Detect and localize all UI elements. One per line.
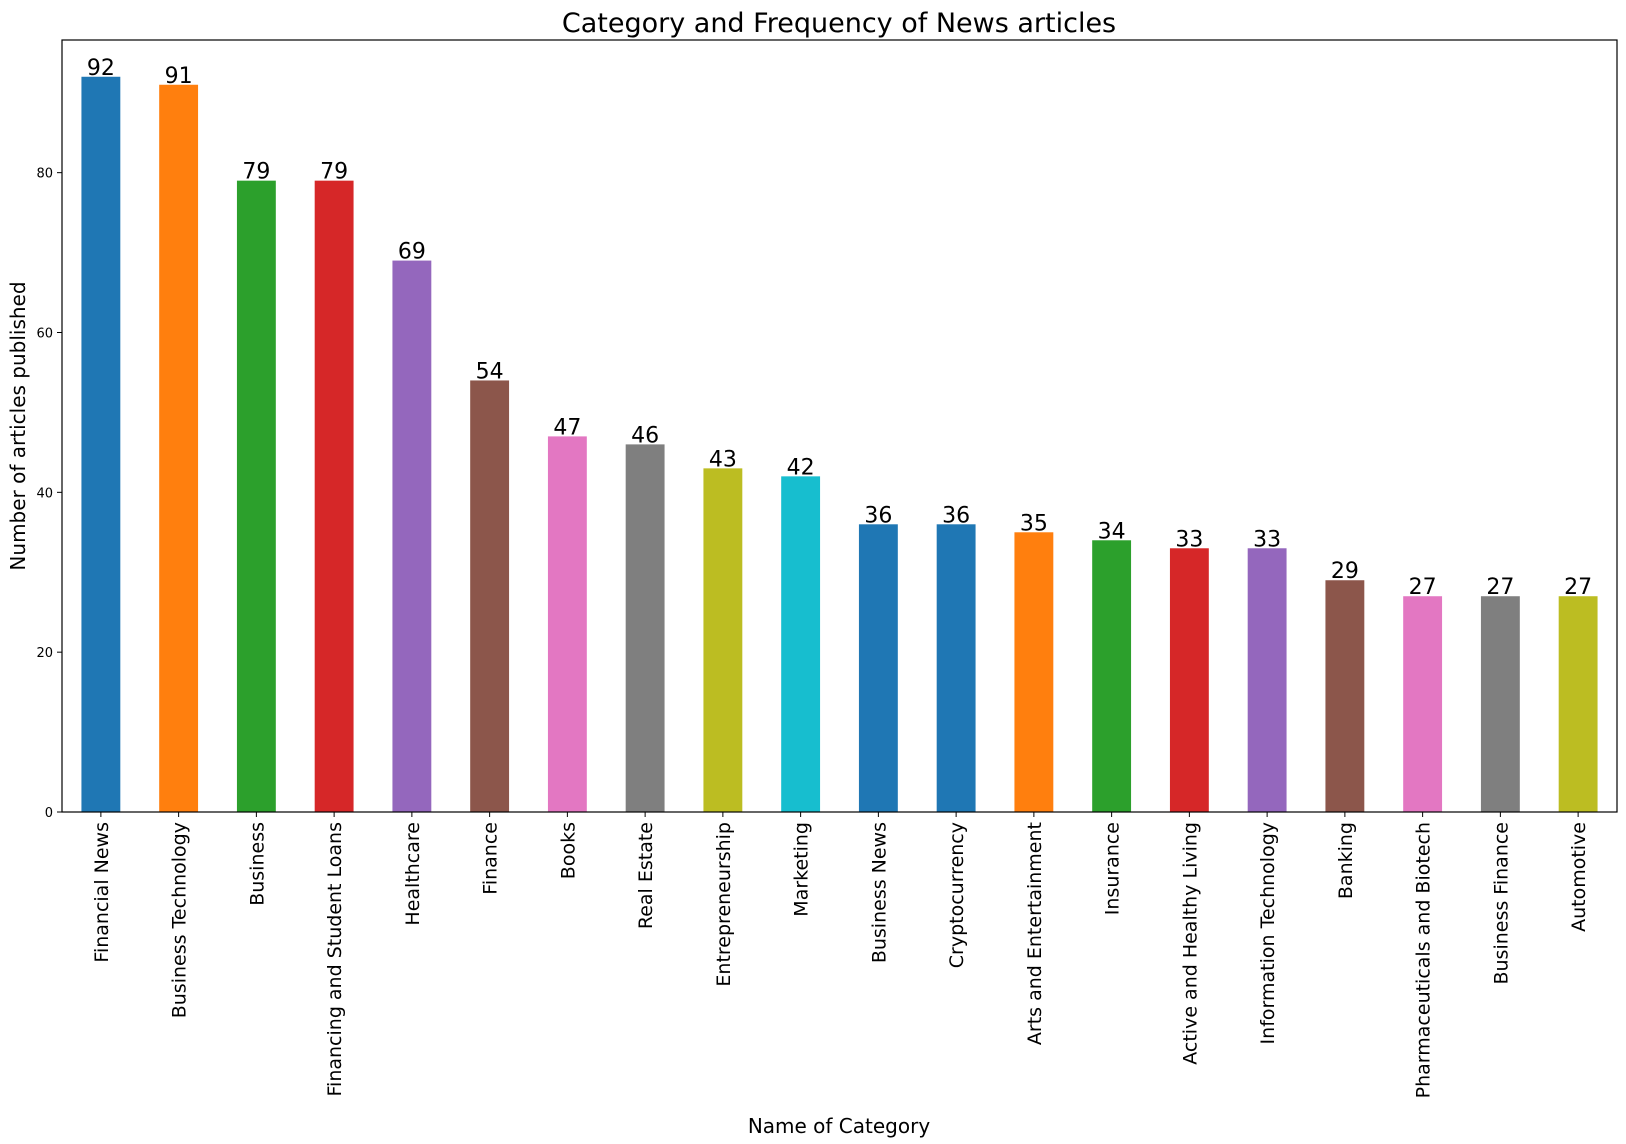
bar: [470, 380, 510, 812]
x-tick-label: Finance: [480, 822, 502, 895]
bar: [236, 180, 276, 813]
data-label: 36: [864, 503, 892, 528]
y-axis: 0 20 40 60 80: [36, 167, 62, 821]
bar: [1247, 548, 1287, 812]
data-label: 91: [165, 64, 193, 89]
data-label: 79: [320, 160, 348, 185]
x-tick-label: Healthcare: [402, 822, 424, 926]
data-label: 27: [1486, 575, 1514, 600]
x-tick-label: Active and Healthy Living: [1179, 822, 1201, 1065]
x-tick-label: Financial News: [91, 822, 113, 963]
bar: [781, 476, 821, 812]
data-label: 33: [1253, 527, 1281, 552]
x-tick-label: Banking: [1335, 822, 1357, 899]
x-axis: Financial News Business Technology Busines…: [91, 812, 1590, 1098]
x-tick-label: Business News: [868, 822, 890, 963]
bar: [1403, 596, 1443, 812]
x-tick-label: Insurance: [1102, 822, 1124, 915]
plot-frame: [61, 39, 1618, 813]
data-label: 34: [1098, 519, 1126, 544]
data-label: 54: [476, 359, 504, 384]
bar: [159, 84, 199, 813]
x-tick-label: Cryptocurrency: [946, 822, 968, 968]
y-tick-label: 80: [36, 167, 53, 182]
x-tick-label: Entrepreneurship: [713, 822, 735, 987]
y-tick-label: 0: [45, 806, 53, 821]
bar: [1325, 580, 1365, 812]
bar: [936, 524, 976, 812]
bar: [1092, 540, 1132, 812]
y-tick-label: 20: [36, 646, 53, 661]
bars: [81, 76, 1598, 813]
x-tick-label: Books: [557, 822, 579, 879]
data-label: 92: [87, 56, 115, 81]
bar: [625, 444, 665, 812]
data-label: 27: [1564, 575, 1592, 600]
x-tick-label: Arts and Entertainment: [1024, 822, 1046, 1045]
data-label: 43: [709, 447, 737, 472]
data-label: 27: [1409, 575, 1437, 600]
x-tick-label: Business: [246, 822, 268, 906]
data-label: 35: [1020, 511, 1048, 536]
data-label: 29: [1331, 559, 1359, 584]
bar: [1558, 596, 1598, 812]
data-label: 33: [1175, 527, 1203, 552]
data-labels: 92 91 79 79 69 54 47 46 43 42 36 36 35 34 33 33 29 27 27 27: [87, 56, 1592, 600]
x-axis-label: Name of Category: [748, 1114, 931, 1138]
chart-title: Category and Frequency of News articles: [562, 8, 1116, 39]
x-tick-label: Financing and Student Loans: [324, 822, 346, 1097]
bar: [1480, 596, 1520, 812]
bar: [703, 468, 743, 812]
x-tick-label: Business Technology: [169, 822, 191, 1018]
y-tick-label: 60: [36, 326, 53, 341]
data-label: 79: [242, 160, 270, 185]
y-tick-label: 40: [36, 486, 53, 501]
bar: [81, 76, 121, 812]
bar: [547, 436, 587, 812]
data-label: 47: [553, 415, 581, 440]
bar: [1169, 548, 1209, 812]
x-tick-label: Real Estate: [635, 822, 657, 929]
bar: [314, 180, 354, 813]
bar: [858, 524, 898, 812]
bar: [392, 260, 432, 813]
data-label: 36: [942, 503, 970, 528]
bar: [1014, 532, 1054, 812]
data-label: 69: [398, 240, 426, 265]
x-tick-label: Marketing: [791, 822, 813, 917]
data-label: 46: [631, 423, 659, 448]
data-label: 42: [787, 455, 815, 480]
x-tick-label: Business Finance: [1490, 822, 1512, 985]
y-axis-label: Number of articles published: [6, 281, 30, 570]
x-tick-label: Automotive: [1568, 822, 1590, 932]
x-tick-label: Information Technology: [1257, 822, 1279, 1044]
x-tick-label: Pharmaceuticals and Biotech: [1413, 822, 1435, 1098]
